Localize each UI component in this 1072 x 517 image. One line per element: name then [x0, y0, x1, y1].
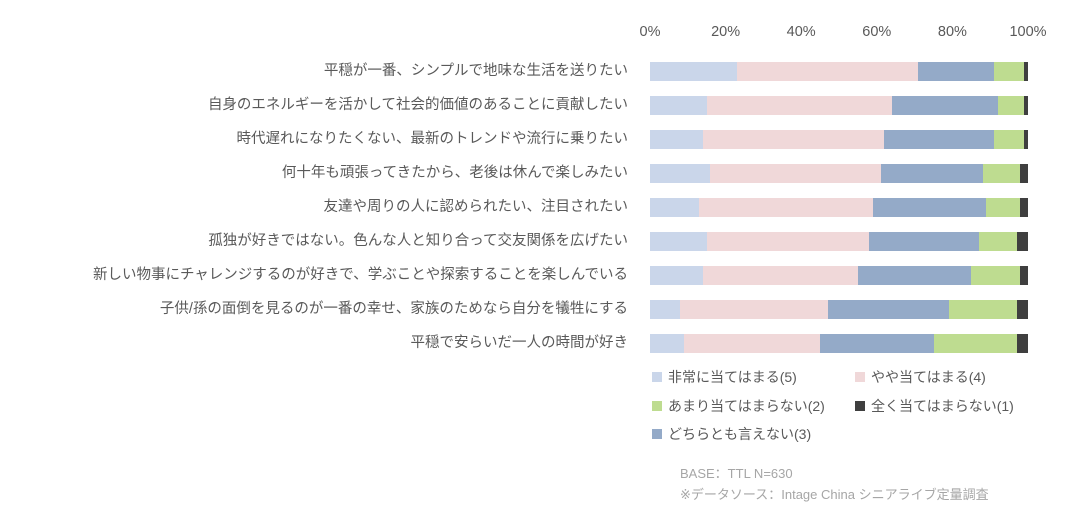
chart-row: 新しい物事にチャレンジするのが好きで、学ぶことや探索することを楽しんでいる	[0, 266, 1029, 300]
x-axis-tick: 20%	[711, 24, 741, 40]
bar-segment	[650, 232, 707, 251]
chart-row: 孤独が好きではない。色んな人と知り合って交友関係を広げたい	[0, 232, 1029, 266]
category-label: 時代遅れになりたくない、最新のトレンドや流行に乗りたい	[236, 131, 629, 147]
chart-row: 何十年も頑張ってきたから、老後は休んで楽しみたい	[0, 164, 1028, 198]
bar-segment	[891, 96, 998, 115]
stacked-bar	[650, 266, 1029, 285]
category-label: 自身のエネルギーを活かして社会的価値のあることに貢献したい	[207, 97, 628, 113]
bar-segment	[993, 62, 1025, 81]
legend-item: あまり当てはまらない(2)	[652, 396, 825, 416]
category-label: 平穏が一番、シンプルで地味な生活を送りたい	[323, 63, 628, 79]
legend-label: あまり当てはまらない(2)	[668, 397, 825, 414]
bar-segment	[869, 232, 979, 251]
category-label: 子供/孫の面倒を見るのが一番の幸せ、家族のためなら自分を犠牲にする	[159, 301, 628, 317]
x-axis-tick: 80%	[937, 24, 967, 40]
bar-segment	[702, 130, 885, 149]
bar-segment	[650, 266, 703, 285]
bar-segment	[982, 164, 1021, 183]
stacked-bar	[650, 96, 1028, 115]
bar-segment	[736, 62, 919, 81]
legend-label: どちらとも言えない(3)	[668, 426, 812, 442]
bar-segment	[978, 232, 1017, 251]
bar-segment	[857, 266, 972, 285]
base-note: BASE：TTL N=630	[680, 466, 793, 481]
chart-row: 時代遅れになりたくない、最新のトレンドや流行に乗りたい	[0, 130, 1028, 164]
bar-segment	[948, 300, 1017, 319]
chart-row: 自身のエネルギーを活かして社会的価値のあることに貢献したい	[0, 96, 1028, 130]
bar-segment	[820, 334, 934, 353]
stacked-bar	[650, 198, 1028, 217]
source-note: ※データソース：Intage China シニアライブ定量調査	[680, 487, 989, 502]
bar-segment	[997, 96, 1025, 115]
legend-label: 非常に当てはまる(5)	[668, 369, 797, 385]
bar-segment	[650, 62, 737, 81]
bar-segment	[993, 130, 1025, 149]
legend-color-swatch	[652, 372, 662, 382]
bar-segment	[873, 198, 987, 217]
stacked-bar	[650, 130, 1028, 149]
bar-segment	[684, 334, 821, 353]
bar-segment	[1020, 266, 1029, 285]
bar-segment	[1024, 96, 1028, 115]
x-axis-tick: 0%	[639, 24, 661, 40]
bar-segment	[1016, 334, 1028, 353]
chart-row: 平穏が一番、シンプルで地味な生活を送りたい	[0, 62, 1028, 96]
bar-segment	[699, 198, 874, 217]
bar-segment	[650, 300, 681, 319]
chart-row: 友達や周りの人に認められたい、注目されたい	[0, 198, 1028, 232]
legend-item: 非常に当てはまる(5)	[652, 367, 797, 387]
bar-segment	[1016, 232, 1029, 251]
bar-segment	[1016, 300, 1028, 319]
category-label: 平穏で安らいだ一人の時間が好き	[410, 335, 629, 351]
bar-segment	[650, 164, 711, 183]
bar-segment	[702, 266, 858, 285]
x-axis-tick: 100%	[1009, 24, 1047, 40]
bar-segment	[1020, 198, 1028, 217]
bar-segment	[1024, 130, 1028, 149]
legend-label: やや当てはまる(4)	[871, 369, 986, 385]
bar-segment	[986, 198, 1021, 217]
category-label: 何十年も頑張ってきたから、老後は休んで楽しみたい	[281, 165, 628, 181]
bar-segment	[918, 62, 994, 81]
x-axis-tick: 60%	[862, 24, 892, 40]
legend-color-swatch	[855, 372, 865, 382]
footnote: BASE：TTL N=630 ※データソース：Intage China シニアラ…	[680, 463, 989, 505]
bar-segment	[827, 300, 949, 319]
bar-segment	[1020, 164, 1028, 183]
bar-segment	[706, 232, 870, 251]
bar-segment	[884, 130, 994, 149]
category-label: 新しい物事にチャレンジするのが好きで、学ぶことや探索することを楽しんでいる	[92, 267, 628, 283]
legend-label: 全く当てはまらない(1)	[871, 397, 1014, 414]
stacked-bar	[650, 300, 1028, 319]
x-axis-tick: 40%	[786, 24, 816, 40]
bar-segment	[680, 300, 828, 319]
legend-item: どちらとも言えない(3)	[652, 424, 811, 444]
bar-segment	[1024, 62, 1028, 81]
stacked-bar	[650, 164, 1028, 183]
bar-segment	[971, 266, 1021, 285]
legend-color-swatch	[652, 429, 662, 439]
bar-segment	[710, 164, 881, 183]
legend-color-swatch	[652, 400, 662, 411]
bar-segment	[933, 334, 1017, 353]
chart-row: 平穏で安らいだ一人の時間が好き	[0, 334, 1028, 368]
chart-rows: 平穏が一番、シンプルで地味な生活を送りたい自身のエネルギーを活かして社会的価値の…	[0, 62, 1029, 368]
bar-segment	[650, 198, 700, 217]
chart-row: 子供/孫の面倒を見るのが一番の幸せ、家族のためなら自分を犠牲にする	[0, 300, 1028, 334]
bar-segment	[650, 130, 703, 149]
stacked-bar	[650, 334, 1028, 353]
legend-item: 全く当てはまらない(1)	[855, 396, 1014, 416]
legend-item: やや当てはまる(4)	[855, 367, 986, 387]
category-label: 友達や周りの人に認められたい、注目されたい	[323, 199, 629, 215]
legend-color-swatch	[855, 400, 865, 411]
category-label: 孤独が好きではない。色んな人と知り合って交友関係を広げたい	[208, 233, 628, 249]
bar-segment	[706, 96, 892, 115]
bar-segment	[650, 96, 707, 115]
stacked-bar	[650, 62, 1028, 81]
stacked-bar	[650, 232, 1029, 251]
bar-segment	[650, 334, 685, 353]
bar-segment	[880, 164, 983, 183]
